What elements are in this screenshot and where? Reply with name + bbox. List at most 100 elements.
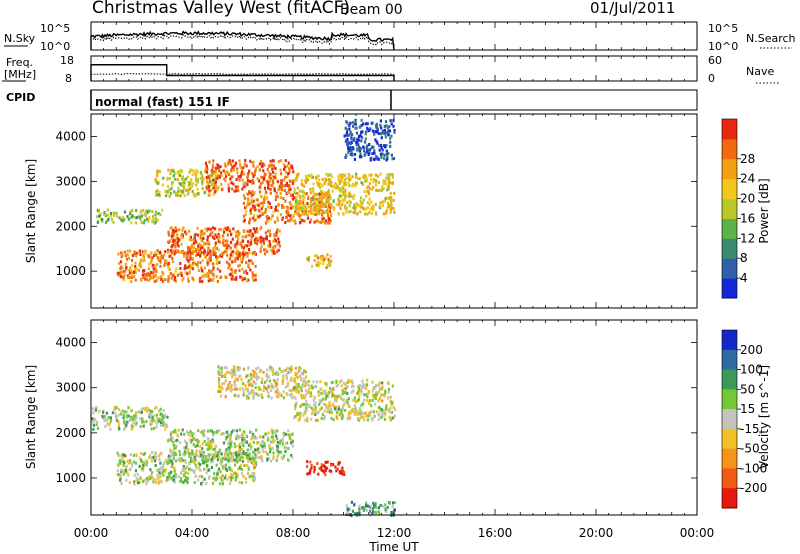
range-cell: [367, 412, 370, 415]
range-cell: [179, 266, 182, 270]
range-cell: [354, 407, 357, 411]
range-cell: [390, 134, 393, 138]
range-cell: [313, 205, 316, 209]
range-cell: [379, 416, 382, 420]
range-cell: [167, 233, 170, 237]
range-cell: [298, 221, 302, 225]
range-cell: [164, 259, 167, 263]
range-cell: [188, 250, 191, 254]
range-cell: [262, 241, 266, 245]
range-cell: [197, 244, 200, 248]
range-cell: [293, 395, 296, 399]
range-cell: [204, 458, 207, 462]
range-cell: [158, 417, 161, 421]
range-cell: [196, 265, 200, 269]
range-cell: [242, 444, 245, 448]
range-cell: [345, 130, 349, 134]
range-cell: [326, 460, 329, 464]
range-cell: [122, 456, 125, 460]
range-cell: [170, 470, 173, 474]
range-cell: [355, 131, 359, 135]
range-cell: [385, 209, 388, 213]
range-cell: [268, 216, 271, 220]
range-cell: [206, 238, 209, 242]
range-cell: [265, 450, 268, 454]
range-cell: [148, 209, 151, 213]
range-cell: [240, 253, 243, 256]
range-cell: [330, 463, 333, 467]
range-cell: [231, 159, 234, 163]
range-cell: [290, 433, 293, 437]
range-cell: [128, 481, 131, 484]
range-cell: [229, 458, 232, 462]
range-cell: [220, 252, 223, 256]
range-cell: [188, 170, 191, 174]
range-cell: [234, 478, 237, 482]
range-cell: [211, 459, 214, 463]
range-cell: [261, 459, 264, 463]
range-cell: [270, 163, 274, 167]
range-cell: [196, 454, 199, 458]
range-cell: [199, 247, 202, 251]
range-cell: [330, 175, 334, 179]
range-cell: [176, 178, 179, 182]
range-cell: [325, 394, 328, 398]
range-cell: [126, 410, 129, 414]
range-cell: [145, 420, 148, 424]
range-cell: [148, 412, 151, 416]
range-cell: [125, 478, 128, 482]
range-cell: [237, 444, 240, 448]
range-cell: [292, 215, 295, 219]
range-cell: [135, 267, 138, 271]
range-cell: [168, 458, 171, 461]
range-cell: [386, 188, 389, 192]
colorbar-swatch: [722, 138, 737, 160]
colorbar-tick-label: 20: [740, 192, 755, 206]
range-cell: [280, 172, 283, 176]
range-cell: [220, 385, 223, 389]
range-cell: [306, 472, 309, 476]
time-tick-label: 20:00: [579, 526, 614, 540]
range-cell: [316, 207, 319, 211]
range-cell: [190, 251, 193, 255]
range-cell: [342, 387, 346, 391]
range-cell: [119, 274, 122, 278]
range-cell: [296, 371, 299, 375]
range-cell: [186, 480, 189, 484]
range-cell: [227, 173, 231, 177]
range-cell: [325, 198, 328, 202]
range-cell: [194, 194, 197, 198]
range-cell: [231, 375, 234, 379]
range-cell: [245, 234, 248, 238]
range-cell: [222, 251, 225, 255]
range-cell: [368, 402, 371, 405]
range-cell: [191, 276, 194, 280]
range-cell: [146, 480, 149, 484]
range-cell: [312, 208, 315, 212]
range-cell: [195, 168, 198, 172]
range-cell: [229, 387, 232, 391]
range-cell: [295, 387, 298, 391]
range-cell: [388, 181, 391, 185]
range-cell: [249, 211, 252, 215]
range-cell: [277, 188, 280, 192]
range-cell: [211, 481, 215, 485]
range-cell: [186, 251, 189, 255]
range-cell: [213, 171, 216, 175]
range-cell: [266, 452, 269, 456]
range-cell: [365, 179, 368, 183]
range-cell: [328, 179, 331, 183]
range-cell: [388, 129, 392, 133]
range-cell: [281, 204, 284, 207]
range-cell: [279, 192, 282, 196]
range-cell: [306, 465, 309, 469]
range-cell: [282, 374, 285, 378]
range-cell: [366, 126, 369, 130]
range-cell: [274, 372, 277, 375]
range-cell: [161, 278, 165, 282]
range-cell: [246, 453, 249, 457]
range-cell: [368, 181, 372, 185]
range-cell: [151, 219, 154, 223]
range-cell: [263, 248, 266, 252]
range-cell: [284, 432, 287, 436]
